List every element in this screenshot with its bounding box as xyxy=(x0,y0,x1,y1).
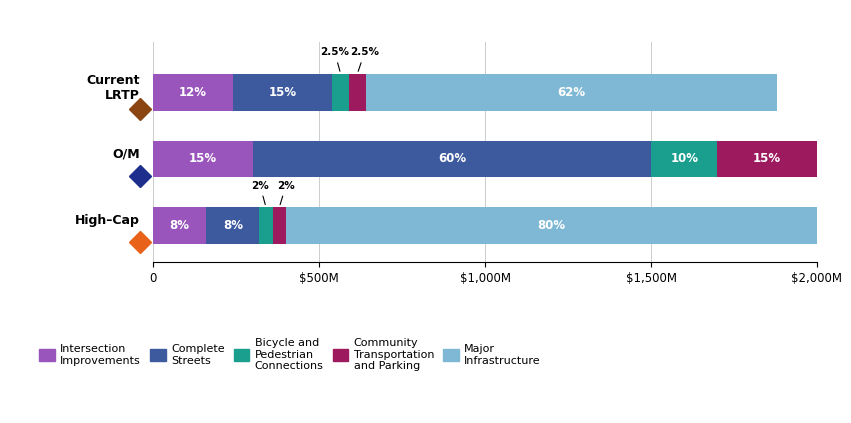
Text: 62%: 62% xyxy=(557,86,585,99)
Bar xyxy=(153,74,233,111)
Bar xyxy=(153,207,206,244)
Bar xyxy=(717,140,817,177)
Bar xyxy=(366,74,777,111)
Text: 2.5%: 2.5% xyxy=(350,47,379,71)
Text: 15%: 15% xyxy=(269,86,297,99)
Bar xyxy=(153,140,253,177)
Bar xyxy=(253,140,651,177)
Bar xyxy=(233,74,333,111)
Text: 80%: 80% xyxy=(537,219,566,232)
Legend: Intersection
Improvements, Complete
Streets, Bicycle and
Pedestrian
Connections,: Intersection Improvements, Complete Stre… xyxy=(39,338,540,371)
Text: 8%: 8% xyxy=(169,219,190,232)
Bar xyxy=(349,74,366,111)
Bar xyxy=(286,207,817,244)
Text: 10%: 10% xyxy=(671,152,698,165)
Text: 15%: 15% xyxy=(753,152,781,165)
Bar xyxy=(272,207,286,244)
Text: 60%: 60% xyxy=(437,152,466,165)
Bar xyxy=(777,74,817,111)
Text: 2.5%: 2.5% xyxy=(320,47,349,71)
Text: O/M: O/M xyxy=(112,148,140,161)
Text: 8%: 8% xyxy=(223,219,243,232)
Text: 15%: 15% xyxy=(189,152,217,165)
Text: 2%: 2% xyxy=(277,181,294,205)
Text: High–Cap: High–Cap xyxy=(75,214,140,228)
Bar xyxy=(206,207,260,244)
Bar xyxy=(260,207,272,244)
Text: Current
LRTP: Current LRTP xyxy=(87,74,140,102)
Text: 2%: 2% xyxy=(251,181,269,205)
Bar xyxy=(651,140,717,177)
Text: 12%: 12% xyxy=(179,86,207,99)
Bar xyxy=(333,74,349,111)
